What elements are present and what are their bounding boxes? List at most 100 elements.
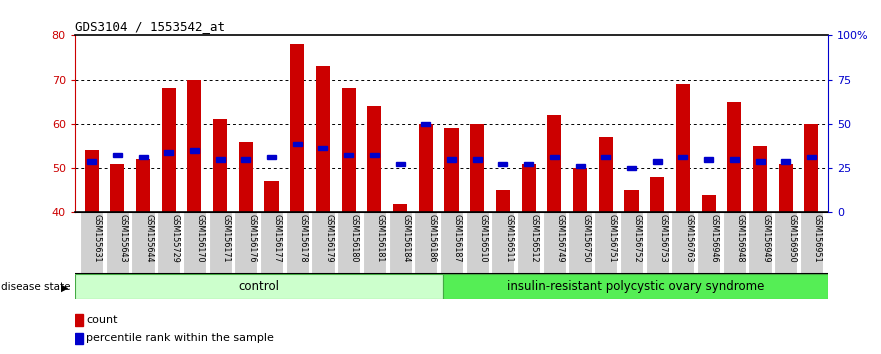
Bar [239, 142, 253, 212]
Text: GSM156751: GSM156751 [607, 214, 616, 263]
Bar [601, 155, 611, 159]
Text: GSM156753: GSM156753 [658, 214, 668, 263]
Bar [779, 164, 793, 212]
Bar [393, 204, 407, 212]
Bar [75, 333, 83, 344]
Text: GSM155631: GSM155631 [93, 214, 102, 263]
Text: GSM156946: GSM156946 [710, 214, 719, 263]
FancyBboxPatch shape [517, 212, 540, 274]
FancyBboxPatch shape [234, 212, 257, 274]
FancyBboxPatch shape [80, 212, 103, 274]
Bar [678, 155, 687, 159]
Bar [87, 159, 96, 164]
FancyBboxPatch shape [75, 274, 442, 299]
Text: GSM155643: GSM155643 [119, 214, 128, 263]
Bar [781, 159, 790, 164]
Bar [292, 142, 302, 146]
FancyBboxPatch shape [442, 274, 828, 299]
Bar [807, 155, 816, 159]
FancyBboxPatch shape [466, 212, 489, 274]
FancyBboxPatch shape [440, 212, 463, 274]
FancyBboxPatch shape [568, 212, 592, 274]
FancyBboxPatch shape [209, 212, 232, 274]
Text: GSM156177: GSM156177 [273, 214, 282, 263]
Bar [75, 314, 83, 326]
Bar [190, 148, 199, 153]
Text: insulin-resistant polycystic ovary syndrome: insulin-resistant polycystic ovary syndr… [507, 280, 764, 293]
Bar [370, 153, 379, 157]
FancyBboxPatch shape [492, 212, 515, 274]
Text: GSM156951: GSM156951 [812, 214, 822, 263]
Bar [444, 128, 459, 212]
Bar [447, 157, 456, 161]
FancyBboxPatch shape [183, 212, 206, 274]
FancyBboxPatch shape [363, 212, 386, 274]
Bar [756, 159, 765, 164]
Bar [599, 137, 613, 212]
Bar [650, 177, 664, 212]
Bar [290, 44, 304, 212]
FancyBboxPatch shape [543, 212, 566, 274]
Bar [473, 157, 482, 161]
Bar [729, 157, 739, 161]
Bar [753, 146, 767, 212]
Bar [653, 159, 662, 164]
Text: GSM156186: GSM156186 [427, 214, 436, 263]
Bar [110, 164, 124, 212]
FancyBboxPatch shape [389, 212, 411, 274]
FancyBboxPatch shape [749, 212, 772, 274]
Text: percentile rank within the sample: percentile rank within the sample [86, 333, 274, 343]
Text: control: control [238, 280, 279, 293]
Text: GSM156750: GSM156750 [581, 214, 590, 263]
FancyBboxPatch shape [414, 212, 437, 274]
Bar [241, 157, 250, 161]
Text: ▶: ▶ [61, 282, 69, 292]
FancyBboxPatch shape [671, 212, 694, 274]
Bar [676, 84, 690, 212]
Bar [627, 166, 636, 170]
FancyBboxPatch shape [260, 212, 283, 274]
FancyBboxPatch shape [131, 212, 154, 274]
FancyBboxPatch shape [337, 212, 360, 274]
Bar [524, 161, 533, 166]
Bar [496, 190, 510, 212]
Text: GSM156178: GSM156178 [299, 214, 307, 263]
Bar [625, 190, 639, 212]
FancyBboxPatch shape [157, 212, 181, 274]
FancyBboxPatch shape [722, 212, 746, 274]
FancyBboxPatch shape [697, 212, 720, 274]
Text: GSM156184: GSM156184 [402, 214, 411, 263]
FancyBboxPatch shape [800, 212, 823, 274]
Bar [138, 155, 147, 159]
Bar [499, 161, 507, 166]
FancyBboxPatch shape [594, 212, 618, 274]
FancyBboxPatch shape [106, 212, 129, 274]
Text: GSM156948: GSM156948 [736, 214, 744, 263]
Text: GSM156181: GSM156181 [375, 214, 385, 263]
Bar [267, 155, 276, 159]
Bar [727, 102, 742, 212]
Bar [136, 159, 150, 212]
Text: count: count [86, 315, 118, 325]
Bar [213, 120, 227, 212]
Bar [188, 80, 202, 212]
FancyBboxPatch shape [311, 212, 335, 274]
Bar [164, 150, 174, 155]
Text: GSM156170: GSM156170 [196, 214, 204, 263]
Bar [418, 124, 433, 212]
Text: GSM156179: GSM156179 [324, 214, 333, 263]
Bar [342, 88, 356, 212]
Bar [113, 153, 122, 157]
Bar [470, 124, 485, 212]
Bar [216, 157, 225, 161]
Bar [547, 115, 561, 212]
Bar [550, 155, 559, 159]
Bar [318, 146, 328, 150]
FancyBboxPatch shape [646, 212, 669, 274]
Bar [575, 164, 585, 168]
Bar [421, 122, 430, 126]
Text: GSM156180: GSM156180 [350, 214, 359, 263]
Bar [344, 153, 353, 157]
Bar [85, 150, 99, 212]
Text: GSM156512: GSM156512 [530, 214, 539, 263]
